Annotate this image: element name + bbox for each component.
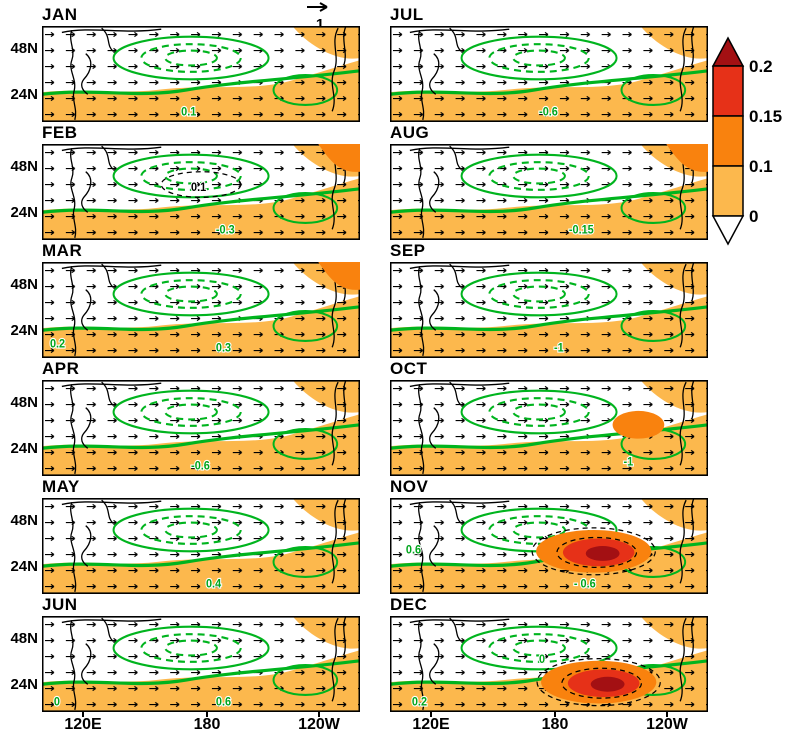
y-tick-24n: 24N bbox=[10, 322, 38, 339]
contour-label: 0.4 bbox=[206, 578, 222, 590]
panel-jul: JUL -0.6 bbox=[390, 4, 708, 122]
colorbar-label-02: 0.2 bbox=[749, 57, 773, 76]
contour-label: -0.15 bbox=[569, 224, 594, 236]
month-label: OCT bbox=[390, 359, 428, 378]
y-tick-24n: 24N bbox=[10, 440, 38, 457]
colorbar-label-0: 0 bbox=[749, 207, 758, 226]
colorbar: 0.2 0.15 0.1 0 bbox=[707, 34, 791, 263]
map-aug: -0.15 bbox=[390, 144, 708, 240]
y-tick-24n: 24N bbox=[10, 204, 38, 221]
y-tick-48n: 48N bbox=[10, 40, 38, 57]
contour-label: -0.6 bbox=[539, 106, 558, 118]
row-jan-jul: 48N 24N JAN 0.1 JUL -0.6 bbox=[0, 4, 708, 122]
y-tick-48n: 48N bbox=[10, 276, 38, 293]
row-mar-sep: 48N 24N MAR 0.2 0.3 SEP -1 bbox=[0, 240, 708, 358]
panel-jan: JAN 0.1 bbox=[42, 4, 360, 122]
panel-oct: OCT -1 bbox=[390, 358, 708, 476]
y-tick-24n: 24N bbox=[10, 676, 38, 693]
y-axis-labels: 48N 24N bbox=[0, 594, 42, 712]
month-label: APR bbox=[42, 359, 80, 378]
contour-label: -1 bbox=[624, 456, 634, 468]
reference-vector: 1 bbox=[300, 0, 340, 33]
contour-label: 0.6 bbox=[216, 696, 231, 708]
panel-apr: APR -0.6 bbox=[42, 358, 360, 476]
x-axis: 120E 180 120W 120E 180 120W bbox=[0, 712, 708, 740]
month-label: AUG bbox=[390, 123, 430, 142]
reference-vector-label: 1 bbox=[315, 16, 325, 33]
y-tick-48n: 48N bbox=[10, 394, 38, 411]
map-dec: 0.2 0 bbox=[390, 616, 708, 712]
y-tick-48n: 48N bbox=[10, 158, 38, 175]
month-label: MAR bbox=[42, 241, 83, 260]
panel-dec: DEC 0.2 0 bbox=[390, 594, 708, 712]
panel-aug: AUG -0.15 bbox=[390, 122, 708, 240]
panel-sep: SEP -1 bbox=[390, 240, 708, 358]
row-jun-dec: 48N 24N JUN 0 0.6 DEC 0.2 0 bbox=[0, 594, 708, 712]
contour-label: 0 bbox=[539, 654, 545, 666]
x-tick-120w: 120W bbox=[298, 716, 340, 733]
y-tick-48n: 48N bbox=[10, 512, 38, 529]
panel-nov: NOV 0.6 - 0.6 bbox=[390, 476, 708, 594]
contour-label: -0.3 bbox=[216, 224, 235, 236]
contour-label: 0.6 bbox=[406, 544, 421, 556]
month-label: JAN bbox=[42, 5, 78, 24]
row-apr-oct: 48N 24N APR -0.6 OCT -1 bbox=[0, 358, 708, 476]
row-may-nov: 48N 24N MAY 0.4 NOV 0.6 - 0.6 bbox=[0, 476, 708, 594]
colorbar-label-01: 0.1 bbox=[749, 157, 773, 176]
month-label: JUN bbox=[42, 595, 78, 614]
map-jul: -0.6 bbox=[390, 26, 708, 122]
panel-mar: MAR 0.2 0.3 bbox=[42, 240, 360, 358]
map-may: 0.4 bbox=[42, 498, 360, 594]
map-jan: 0.1 bbox=[42, 26, 360, 122]
y-axis-labels: 48N 24N bbox=[0, 240, 42, 358]
contour-label: 0 bbox=[54, 696, 60, 708]
month-label: MAY bbox=[42, 477, 80, 496]
panel-may: MAY 0.4 bbox=[42, 476, 360, 594]
x-axis-left: 120E 180 120W bbox=[42, 712, 360, 740]
contour-label: - 0.6 bbox=[574, 578, 596, 590]
month-label: FEB bbox=[42, 123, 78, 142]
y-axis-labels: 48N 24N bbox=[0, 122, 42, 240]
x-tick-180: 180 bbox=[193, 716, 221, 733]
map-apr: -0.6 bbox=[42, 380, 360, 476]
contour-label: 0.2 bbox=[50, 338, 65, 350]
month-label: DEC bbox=[390, 595, 428, 614]
reference-vector-arrow-icon bbox=[307, 2, 328, 12]
contour-label: 0.1 bbox=[181, 106, 196, 118]
colorbar-label-015: 0.15 bbox=[749, 107, 782, 126]
y-tick-24n: 24N bbox=[10, 86, 38, 103]
map-sep: -1 bbox=[390, 262, 708, 358]
month-label: JUL bbox=[390, 5, 424, 24]
x-axis-right: 120E 180 120W bbox=[390, 712, 708, 740]
x-tick-120e: 120E bbox=[412, 716, 450, 733]
panel-feb: FEB 0.1 -0.3 bbox=[42, 122, 360, 240]
contour-label: 0.3 bbox=[216, 342, 231, 354]
map-nov: 0.6 - 0.6 bbox=[390, 498, 708, 594]
map-jun: 0 0.6 bbox=[42, 616, 360, 712]
panel-jun: JUN 0 0.6 bbox=[42, 594, 360, 712]
y-tick-24n: 24N bbox=[10, 558, 38, 575]
map-feb: 0.1 -0.3 bbox=[42, 144, 360, 240]
y-tick-48n: 48N bbox=[10, 630, 38, 647]
contour-label: 0.1 bbox=[191, 182, 206, 194]
y-axis-labels: 48N 24N bbox=[0, 4, 42, 122]
panel-grid: 48N 24N JAN 0.1 JUL -0.6 bbox=[0, 4, 708, 740]
x-tick-120e: 120E bbox=[64, 716, 102, 733]
map-oct: -1 bbox=[390, 380, 708, 476]
colorbar-scale: 0.2 0.15 0.1 0 bbox=[711, 36, 782, 246]
contour-label: -0.6 bbox=[191, 460, 210, 472]
contour-label: -1 bbox=[554, 342, 564, 354]
y-axis-labels: 48N 24N bbox=[0, 476, 42, 594]
x-tick-120w: 120W bbox=[646, 716, 688, 733]
x-tick-180: 180 bbox=[541, 716, 569, 733]
row-feb-aug: 48N 24N FEB 0.1 -0.3 AUG -0.1 bbox=[0, 122, 708, 240]
month-label: NOV bbox=[390, 477, 429, 496]
contour-label: 0.2 bbox=[412, 696, 427, 708]
map-mar: 0.2 0.3 bbox=[42, 262, 360, 358]
month-label: SEP bbox=[390, 241, 426, 260]
y-axis-labels: 48N 24N bbox=[0, 358, 42, 476]
